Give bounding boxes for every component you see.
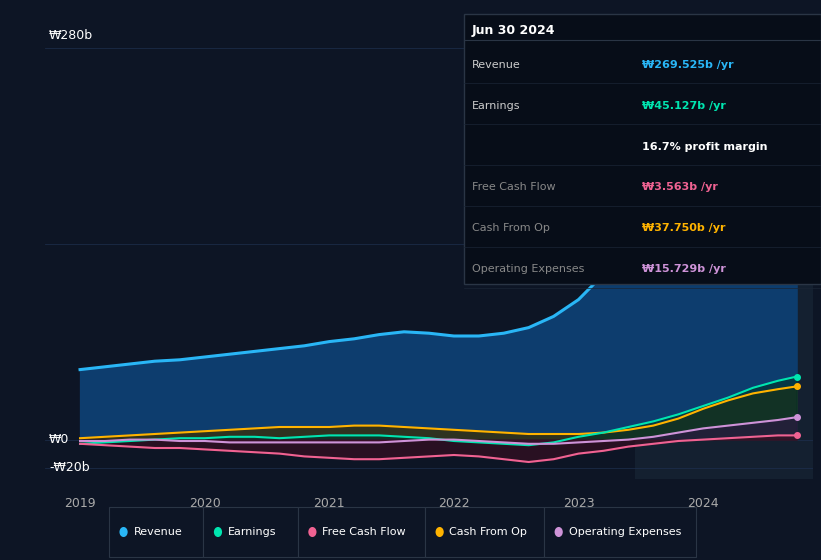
Text: Revenue: Revenue: [472, 60, 521, 70]
Text: Operating Expenses: Operating Expenses: [569, 527, 681, 537]
Text: Free Cash Flow: Free Cash Flow: [472, 183, 556, 193]
Text: Free Cash Flow: Free Cash Flow: [322, 527, 406, 537]
Text: Earnings: Earnings: [472, 101, 521, 111]
Text: 16.7% profit margin: 16.7% profit margin: [643, 142, 768, 152]
Text: ₩280b: ₩280b: [49, 29, 93, 42]
Bar: [635, 20, 821, 479]
Text: Earnings: Earnings: [228, 527, 277, 537]
Text: 2024: 2024: [687, 497, 719, 510]
Text: ₩45.127b /yr: ₩45.127b /yr: [643, 101, 727, 111]
Text: ₩0: ₩0: [49, 433, 69, 446]
Text: 2021: 2021: [314, 497, 345, 510]
Text: Cash From Op: Cash From Op: [472, 223, 550, 234]
Text: 2019: 2019: [64, 497, 96, 510]
Text: ₩37.750b /yr: ₩37.750b /yr: [643, 223, 726, 234]
Text: Revenue: Revenue: [133, 527, 182, 537]
Text: 2020: 2020: [189, 497, 221, 510]
Text: ₩3.563b /yr: ₩3.563b /yr: [643, 183, 718, 193]
Text: -₩20b: -₩20b: [49, 461, 89, 474]
Text: Operating Expenses: Operating Expenses: [472, 264, 585, 274]
Text: ₩15.729b /yr: ₩15.729b /yr: [643, 264, 727, 274]
Text: 2022: 2022: [438, 497, 470, 510]
Text: 2023: 2023: [562, 497, 594, 510]
Text: Cash From Op: Cash From Op: [450, 527, 527, 537]
Text: ₩269.525b /yr: ₩269.525b /yr: [643, 60, 734, 70]
Text: Jun 30 2024: Jun 30 2024: [472, 24, 556, 38]
